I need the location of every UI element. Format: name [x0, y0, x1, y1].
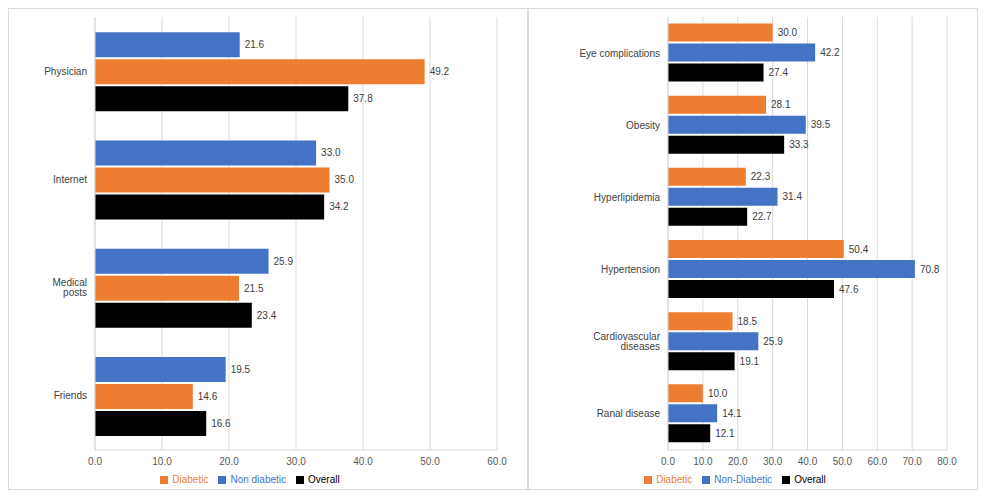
svg-text:0.0: 0.0	[661, 456, 675, 467]
svg-text:Physician: Physician	[44, 66, 87, 77]
svg-text:37.8: 37.8	[353, 93, 373, 104]
svg-text:27.4: 27.4	[769, 67, 789, 78]
svg-text:Medicalposts: Medicalposts	[53, 277, 87, 298]
svg-text:25.9: 25.9	[274, 256, 294, 267]
svg-text:14.1: 14.1	[722, 408, 742, 419]
svg-text:18.5: 18.5	[738, 316, 758, 327]
svg-text:20.0: 20.0	[219, 456, 239, 467]
svg-text:19.1: 19.1	[740, 356, 760, 367]
svg-text:70.8: 70.8	[920, 264, 940, 275]
svg-text:30.0: 30.0	[286, 456, 306, 467]
svg-text:Internet: Internet	[53, 174, 87, 185]
svg-text:10.0: 10.0	[152, 456, 172, 467]
svg-text:22.3: 22.3	[751, 171, 771, 182]
svg-text:23.4: 23.4	[257, 310, 277, 321]
svg-text:50.4: 50.4	[849, 244, 869, 255]
svg-text:10.0: 10.0	[693, 456, 713, 467]
svg-text:20.0: 20.0	[728, 456, 748, 467]
html-text:Diabetic: Diabetic	[656, 474, 693, 485]
svg-text:Friends: Friends	[54, 390, 87, 401]
svg-text:22.7: 22.7	[752, 211, 772, 222]
svg-text:60.0: 60.0	[487, 456, 507, 467]
svg-text:21.5: 21.5	[244, 283, 264, 294]
svg-text:Eye complications: Eye complications	[579, 48, 660, 59]
svg-text:14.6: 14.6	[198, 391, 218, 402]
svg-text:10.0: 10.0	[708, 388, 728, 399]
svg-text:12.1: 12.1	[715, 428, 735, 439]
svg-text:0.0: 0.0	[88, 456, 102, 467]
svg-text:21.6: 21.6	[245, 39, 265, 50]
svg-text:28.1: 28.1	[771, 99, 791, 110]
svg-text:Cardiovasculardiseases: Cardiovasculardiseases	[593, 331, 660, 352]
svg-text:16.6: 16.6	[211, 418, 231, 429]
svg-text:30.0: 30.0	[778, 27, 798, 38]
svg-text:Hypertension: Hypertension	[601, 264, 660, 275]
svg-text:40.0: 40.0	[798, 456, 818, 467]
svg-text:70.0: 70.0	[902, 456, 922, 467]
svg-text:39.5: 39.5	[811, 119, 831, 130]
svg-text:50.0: 50.0	[833, 456, 853, 467]
svg-text:30.0: 30.0	[763, 456, 783, 467]
svg-text:42.2: 42.2	[820, 47, 840, 58]
svg-text:Ranal disease: Ranal disease	[597, 408, 661, 419]
svg-text:60.0: 60.0	[868, 456, 888, 467]
svg-text:19.5: 19.5	[231, 364, 251, 375]
html-text:Non diabetic: Non diabetic	[230, 474, 286, 485]
svg-text:50.0: 50.0	[420, 456, 440, 467]
svg-text:33.0: 33.0	[321, 147, 341, 158]
svg-text:31.4: 31.4	[783, 191, 803, 202]
svg-text:Hyperlipidemia: Hyperlipidemia	[594, 192, 661, 203]
svg-text:33.3: 33.3	[789, 139, 809, 150]
html-text:Overall: Overall	[794, 474, 826, 485]
svg-text:40.0: 40.0	[353, 456, 373, 467]
svg-text:35.0: 35.0	[335, 174, 355, 185]
svg-text:Obesity: Obesity	[626, 120, 660, 131]
svg-text:80.0: 80.0	[937, 456, 957, 467]
html-text:Overall: Overall	[308, 474, 340, 485]
svg-text:49.2: 49.2	[430, 66, 450, 77]
html-text:Diabetic: Diabetic	[172, 474, 209, 485]
svg-text:47.6: 47.6	[839, 284, 859, 295]
html-text:Non-Diabetic: Non-Diabetic	[714, 474, 773, 485]
svg-text:34.2: 34.2	[329, 201, 349, 212]
svg-text:25.9: 25.9	[763, 336, 783, 347]
